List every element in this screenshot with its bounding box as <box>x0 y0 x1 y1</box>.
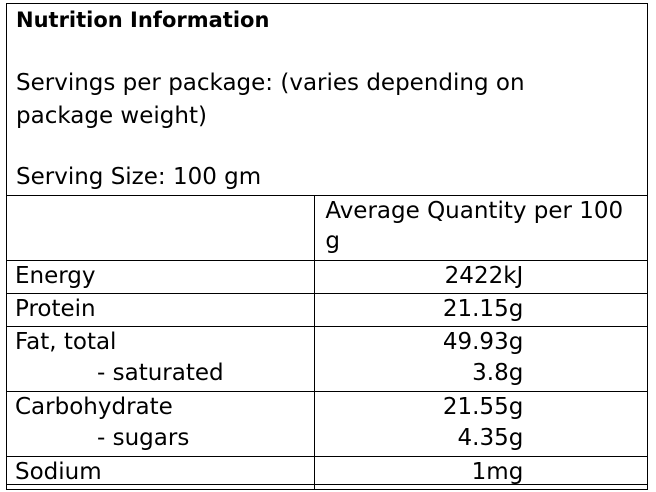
panel-title: Nutrition Information <box>16 8 270 32</box>
table-row: Energy 2422kJ <box>5 260 648 294</box>
nutrient-value: 1mg <box>471 459 524 485</box>
nutrition-panel: Nutrition Information Servings per packa… <box>5 3 648 490</box>
nutrient-value: 49.93g <box>442 329 524 355</box>
sub-nutrient-label: - saturated <box>97 360 224 386</box>
nutrient-label: Fat, total <box>15 329 117 355</box>
nutrient-label: Protein <box>15 296 96 322</box>
table-row: Protein 21.15g <box>5 293 648 327</box>
header-cell-blank <box>5 195 316 261</box>
nutrition-table: Average Quantity per 100 g Energy 2422kJ… <box>5 195 648 490</box>
sub-nutrient-value: 3.8g <box>472 360 524 386</box>
nutrient-label: Sodium <box>15 459 102 485</box>
nutrient-label: Energy <box>15 263 96 289</box>
table-row: Sodium 1mg <box>5 456 648 490</box>
nutrient-value: 2422kJ <box>444 263 524 289</box>
serving-size: Serving Size: 100 gm <box>16 164 262 190</box>
sub-nutrient-label: - sugars <box>97 425 190 451</box>
servings-per-package: Servings per package: (varies depending … <box>16 70 525 129</box>
header-label: Average Quantity per 100 g <box>325 198 624 254</box>
header-cell-average-quantity: Average Quantity per 100 g <box>314 195 648 261</box>
table-row: Carbohydrate - sugars 21.55g 4.35g <box>5 391 648 457</box>
nutrient-label: Carbohydrate <box>15 394 173 420</box>
sub-nutrient-value: 4.35g <box>457 425 524 451</box>
nutrient-value: 21.55g <box>442 394 524 420</box>
table-row: Fat, total - saturated 49.93g 3.8g <box>5 326 648 392</box>
table-header-row: Average Quantity per 100 g <box>5 195 648 261</box>
nutrient-value: 21.15g <box>442 296 524 322</box>
